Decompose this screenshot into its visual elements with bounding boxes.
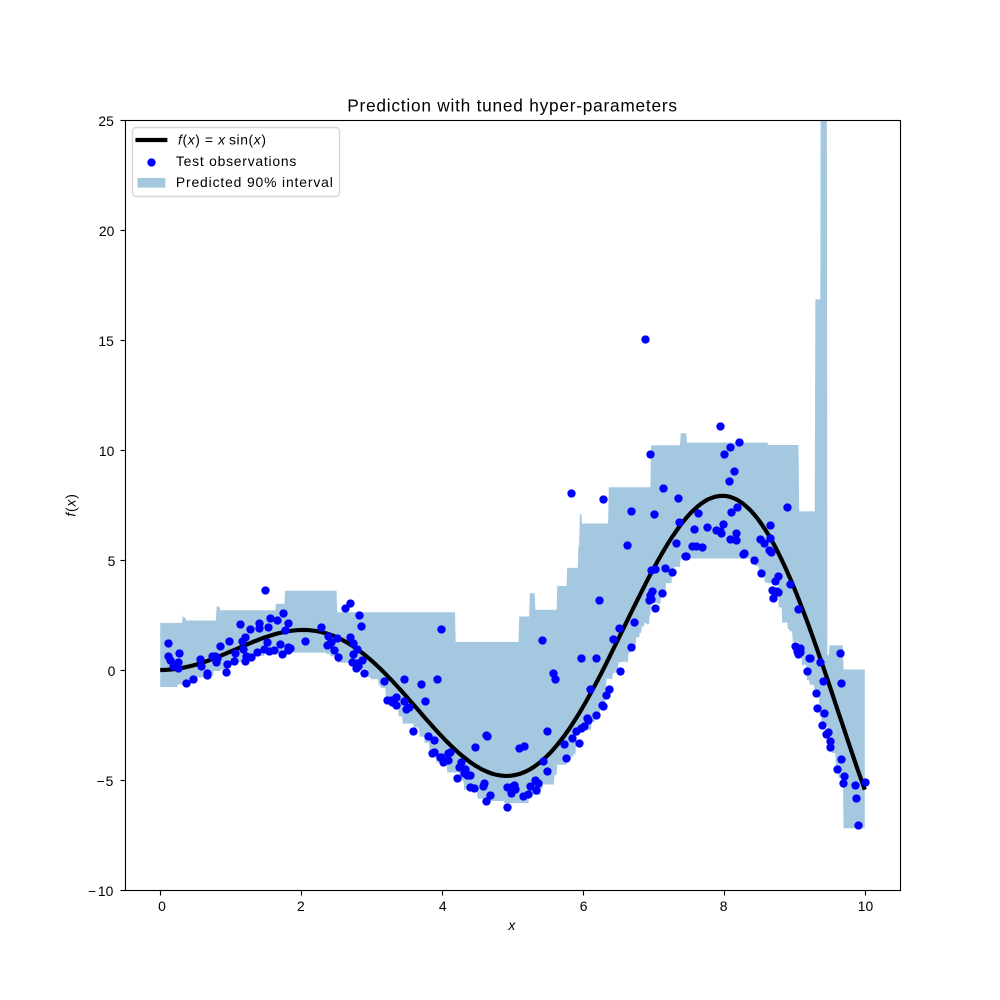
svg-text:0: 0 (108, 663, 116, 679)
svg-text:Predicted 90% interval: Predicted 90% interval (176, 174, 334, 190)
svg-text:20: 20 (99, 223, 115, 239)
svg-text:Prediction with tuned hyper-pa: Prediction with tuned hyper-parameters (347, 96, 678, 116)
svg-text:8: 8 (720, 898, 728, 914)
svg-text:6: 6 (580, 898, 588, 914)
svg-text:0: 0 (158, 898, 166, 914)
svg-text:f(x) = x sin(x): f(x) = x sin(x) (178, 131, 267, 147)
svg-text:Test observations: Test observations (176, 153, 297, 169)
svg-text:4: 4 (439, 898, 447, 914)
svg-text:f(x): f(x) (62, 493, 78, 516)
svg-text:5: 5 (108, 553, 116, 569)
svg-text:10: 10 (858, 898, 874, 914)
svg-text:2: 2 (297, 898, 305, 914)
svg-text:10: 10 (99, 443, 115, 459)
svg-text:25: 25 (98, 113, 114, 129)
svg-text:−5: −5 (97, 773, 114, 789)
svg-text:15: 15 (98, 333, 114, 349)
svg-text:x: x (507, 917, 516, 933)
svg-text:−10: −10 (88, 883, 114, 899)
